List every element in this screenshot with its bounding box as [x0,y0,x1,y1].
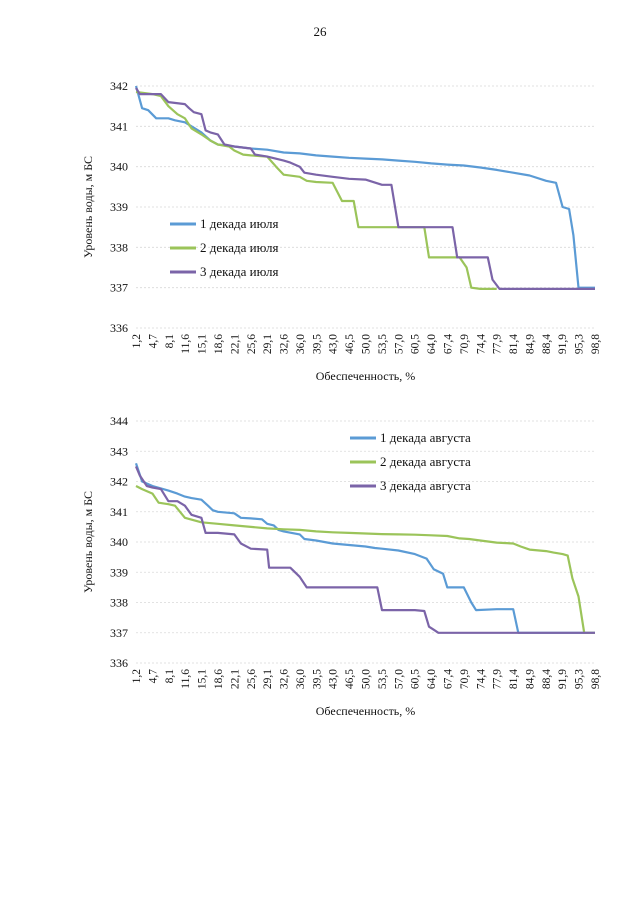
x-axis-title: Обеспеченность, % [316,704,416,718]
x-tick-label: 70,9 [459,334,471,354]
y-tick-label: 339 [110,200,128,214]
legend-label: 3 декада августа [380,478,471,493]
x-tick-label: 98,8 [590,334,602,354]
y-tick-label: 339 [110,565,128,579]
y-axis-title: Уровень воды, м БС [81,491,95,593]
x-tick-label: 64,0 [426,334,438,354]
x-tick-label: 95,3 [574,334,586,354]
x-tick-label: 29,1 [262,669,274,689]
x-tick-label: 11,6 [180,669,192,689]
x-tick-label: 8,1 [164,334,176,349]
y-tick-label: 340 [110,535,128,549]
y-axis-title: Уровень воды, м БС [81,156,95,258]
x-tick-label: 81,4 [508,669,520,689]
legend-label: 2 декада августа [380,454,471,469]
x-tick-label: 53,5 [377,334,389,354]
y-tick-label: 343 [110,444,128,458]
y-tick-label: 336 [110,321,128,335]
y-tick-label: 344 [110,414,128,428]
x-tick-label: 50,0 [361,334,373,354]
x-tick-label: 4,7 [147,669,159,684]
x-tick-label: 64,0 [426,669,438,689]
x-tick-label: 88,4 [541,669,553,689]
legend-label: 1 декада августа [380,430,471,445]
x-tick-label: 1,2 [131,669,143,684]
x-tick-label: 46,5 [344,334,356,354]
y-tick-label: 337 [110,626,128,640]
series-line [135,87,595,290]
x-axis-title: Обеспеченность, % [316,369,416,383]
x-tick-label: 43,0 [328,669,340,689]
x-tick-label: 98,8 [590,669,602,689]
page-number: 26 [313,24,327,39]
x-tick-label: 39,5 [311,334,323,354]
series-line [135,485,595,634]
x-tick-label: 57,0 [393,669,405,689]
x-tick-label: 25,6 [246,669,258,689]
x-tick-label: 81,4 [508,334,520,354]
y-tick-label: 338 [110,596,128,610]
x-tick-label: 22,1 [229,334,241,354]
legend-label: 2 декада июля [200,240,278,255]
x-tick-label: 95,3 [574,669,586,689]
x-tick-label: 22,1 [229,669,241,689]
x-tick-label: 1,2 [131,334,143,349]
x-tick-label: 15,1 [197,669,209,689]
x-tick-label: 18,6 [213,334,225,354]
x-tick-label: 57,0 [393,334,405,354]
y-tick-label: 340 [110,160,128,174]
y-tick-label: 338 [110,240,128,254]
x-tick-label: 67,4 [442,334,454,354]
x-tick-label: 84,9 [524,669,536,689]
x-tick-label: 77,9 [492,669,504,689]
y-tick-label: 341 [110,119,128,133]
x-tick-label: 36,0 [295,334,307,354]
x-tick-label: 60,5 [410,669,422,689]
x-tick-label: 74,4 [475,334,487,354]
chart-august: 336 337 338 339 340 341 342 343 344 1,2 4,7 8,1 11,6… [70,405,610,735]
series-line [134,85,595,289]
series-line [135,90,497,290]
y-tick-label: 341 [110,505,128,519]
series-line [134,465,595,634]
x-tick-label: 77,9 [492,334,504,354]
chart-august-svg: 336 337 338 339 340 341 342 343 344 1,2 4,7 8,1 11,6… [81,414,602,718]
x-tick-label: 91,9 [557,669,569,689]
x-tick-label: 36,0 [295,669,307,689]
x-tick-label: 67,4 [442,669,454,689]
y-tick-label: 342 [110,79,128,93]
x-tick-label: 50,0 [361,669,373,689]
series-line [134,462,595,634]
x-tick-label: 70,9 [459,669,471,689]
x-tick-label: 43,0 [328,334,340,354]
x-tick-label: 29,1 [262,334,274,354]
y-tick-label: 336 [110,656,128,670]
x-tick-label: 60,5 [410,334,422,354]
chart-july-svg: 336 337 338 339 340 341 342 1,2 4,7 8,1 11,6 15,1 18… [81,79,602,383]
x-tick-label: 53,5 [377,669,389,689]
x-tick-label: 46,5 [344,669,356,689]
y-tick-label: 342 [110,475,128,489]
x-tick-label: 32,6 [279,669,291,689]
x-tick-label: 8,1 [164,669,176,684]
x-tick-label: 74,4 [475,669,487,689]
x-tick-label: 39,5 [311,669,323,689]
x-tick-label: 25,6 [246,334,258,354]
legend-label: 1 декада июля [200,216,278,231]
chart-july: 336 337 338 339 340 341 342 1,2 4,7 8,1 11,6 15,1 18… [70,70,610,400]
legend-label: 3 декада июля [200,264,278,279]
x-tick-label: 18,6 [213,669,225,689]
x-tick-label: 91,9 [557,334,569,354]
x-tick-label: 15,1 [197,334,209,354]
x-tick-label: 11,6 [180,334,192,354]
y-tick-label: 337 [110,281,128,295]
x-tick-label: 32,6 [279,334,291,354]
x-tick-label: 88,4 [541,334,553,354]
x-tick-label: 84,9 [524,334,536,354]
x-tick-label: 4,7 [147,334,159,349]
